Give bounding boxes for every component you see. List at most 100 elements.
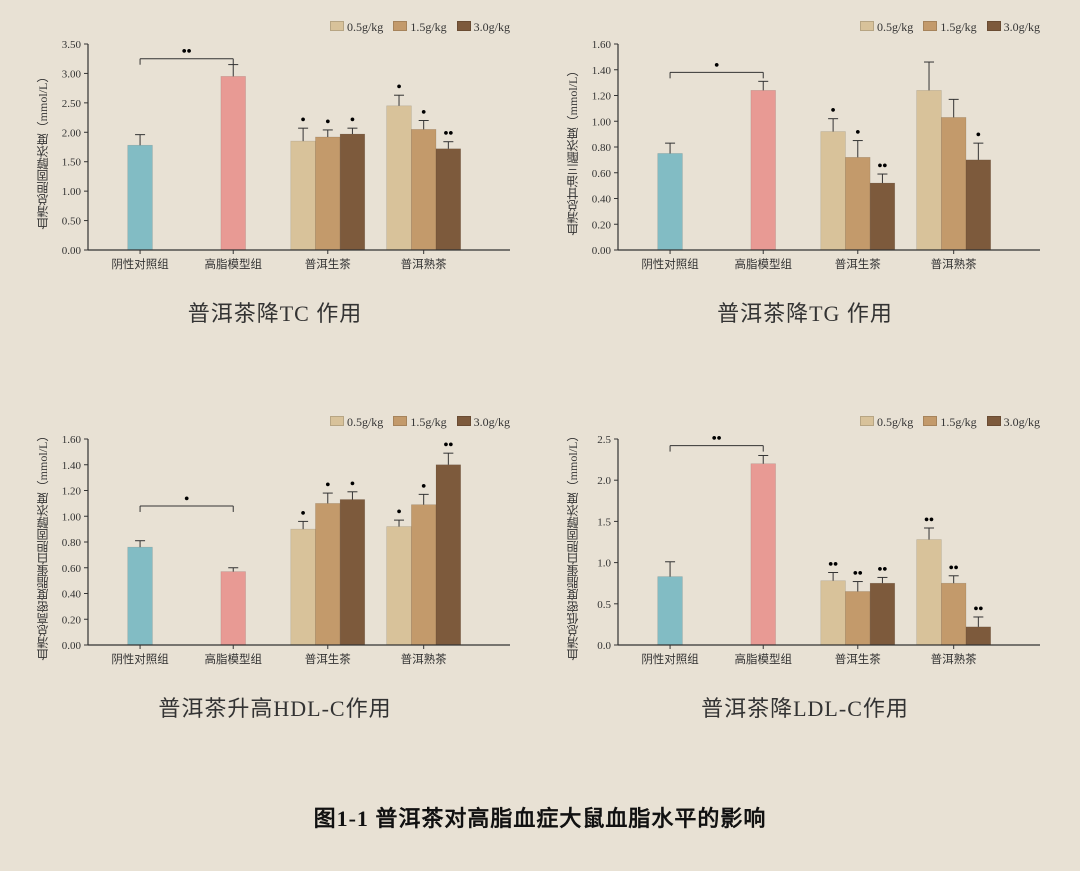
svg-text:3.50: 3.50 — [62, 39, 82, 51]
legend-swatch — [330, 21, 344, 31]
svg-text:阴性对照组: 阴性对照组 — [111, 652, 169, 666]
legend-label: 1.5g/kg — [410, 415, 446, 429]
svg-text:1.00: 1.00 — [62, 511, 82, 523]
y-axis-label: 血清总胆固醇浓度（mmol/L） — [34, 71, 51, 230]
legend-item: 1.5g/kg — [923, 20, 976, 35]
svg-text:0.40: 0.40 — [62, 589, 82, 601]
svg-text:1.0: 1.0 — [597, 558, 611, 570]
legend-item: 0.5g/kg — [860, 415, 913, 430]
y-axis-label: 血清总甘油三酯浓度（mmol/L） — [564, 65, 581, 236]
legend-label: 3.0g/kg — [1004, 415, 1040, 429]
svg-text:•: • — [714, 58, 719, 73]
svg-text:0.60: 0.60 — [62, 563, 82, 575]
svg-text:1.00: 1.00 — [592, 116, 612, 128]
svg-text:阴性对照组: 阴性对照组 — [641, 652, 699, 666]
svg-text:•: • — [421, 479, 426, 494]
chart-tc: 0.000.501.001.502.002.503.003.50•••••••阴… — [30, 20, 520, 280]
svg-text:•: • — [397, 80, 402, 95]
legend-label: 1.5g/kg — [940, 20, 976, 34]
svg-text:高脂模型组: 高脂模型组 — [204, 652, 262, 666]
legend-swatch — [923, 21, 937, 31]
svg-text:普洱熟茶: 普洱熟茶 — [401, 652, 447, 666]
svg-text:普洱生茶: 普洱生茶 — [305, 257, 351, 271]
dose-legend: 0.5g/kg 1.5g/kg 3.0g/kg — [330, 415, 510, 430]
svg-text:0.20: 0.20 — [62, 614, 82, 626]
legend-label: 0.5g/kg — [347, 415, 383, 429]
legend-label: 3.0g/kg — [474, 415, 510, 429]
svg-text:••: •• — [973, 602, 983, 617]
svg-text:1.40: 1.40 — [62, 460, 82, 472]
svg-text:2.50: 2.50 — [62, 98, 82, 110]
svg-text:普洱熟茶: 普洱熟茶 — [401, 257, 447, 271]
svg-text:0.5: 0.5 — [597, 599, 611, 611]
legend-item: 0.5g/kg — [860, 20, 913, 35]
legend-label: 0.5g/kg — [347, 20, 383, 34]
svg-text:2.00: 2.00 — [62, 127, 82, 139]
figure-caption: 图1-1 普洱茶对高脂血症大鼠血脂水平的影响 — [0, 801, 1080, 833]
svg-text:••: •• — [182, 45, 192, 60]
svg-text:普洱生茶: 普洱生茶 — [835, 652, 881, 666]
svg-text:•: • — [350, 477, 355, 492]
legend-swatch — [860, 21, 874, 31]
svg-text:1.20: 1.20 — [592, 91, 612, 103]
svg-text:0.50: 0.50 — [62, 216, 82, 228]
legend-swatch — [860, 416, 874, 426]
svg-text:高脂模型组: 高脂模型组 — [734, 257, 792, 271]
subtitle-hdl: 普洱茶升高HDL-C作用 — [158, 691, 391, 723]
legend-swatch — [457, 416, 471, 426]
panel-hdl: 0.000.200.400.600.801.001.201.401.60••••… — [30, 415, 520, 760]
svg-text:普洱生茶: 普洱生茶 — [835, 257, 881, 271]
legend-swatch — [393, 21, 407, 31]
y-axis-label: 血清总高密度脂蛋白胆固醇浓度（mmol/L） — [34, 430, 51, 661]
svg-text:普洱熟茶: 普洱熟茶 — [931, 257, 977, 271]
svg-text:0.0: 0.0 — [597, 640, 611, 652]
svg-text:•: • — [855, 126, 860, 141]
svg-text:1.20: 1.20 — [62, 486, 82, 498]
legend-item: 1.5g/kg — [393, 415, 446, 430]
chart-tg: 0.000.200.400.600.801.001.201.401.60••••… — [560, 20, 1050, 280]
svg-text:•: • — [397, 505, 402, 520]
svg-text:•: • — [184, 492, 189, 507]
svg-text:••: •• — [828, 557, 838, 572]
chart-grid: 0.000.501.001.502.002.503.003.50•••••••阴… — [0, 0, 1080, 760]
legend-label: 1.5g/kg — [940, 415, 976, 429]
svg-text:3.00: 3.00 — [62, 68, 82, 80]
svg-text:2.0: 2.0 — [597, 475, 611, 487]
svg-text:0.00: 0.00 — [62, 245, 82, 257]
legend-item: 0.5g/kg — [330, 20, 383, 35]
svg-text:阴性对照组: 阴性对照组 — [641, 257, 699, 271]
svg-text:•: • — [976, 128, 981, 143]
svg-text:•: • — [831, 104, 836, 119]
svg-text:••: •• — [443, 438, 453, 453]
svg-text:1.60: 1.60 — [62, 434, 82, 446]
legend-label: 1.5g/kg — [410, 20, 446, 34]
legend-label: 0.5g/kg — [877, 415, 913, 429]
subtitle-tg: 普洱茶降TG 作用 — [717, 296, 893, 328]
svg-text:••: •• — [712, 432, 722, 447]
svg-text:2.5: 2.5 — [597, 434, 611, 446]
subtitle-tc: 普洱茶降TC 作用 — [188, 296, 363, 328]
svg-text:0.20: 0.20 — [592, 219, 612, 231]
dose-legend: 0.5g/kg 1.5g/kg 3.0g/kg — [860, 20, 1040, 35]
legend-label: 3.0g/kg — [1004, 20, 1040, 34]
chart-ldl: 0.00.51.01.52.02.5••••••••••••阴性对照组高脂模型组… — [560, 415, 1050, 675]
legend-swatch — [457, 21, 471, 31]
legend-item: 3.0g/kg — [457, 415, 510, 430]
svg-text:0.00: 0.00 — [592, 245, 612, 257]
svg-text:1.00: 1.00 — [62, 186, 82, 198]
svg-text:0.00: 0.00 — [62, 640, 82, 652]
legend-item: 1.5g/kg — [923, 415, 976, 430]
legend-label: 3.0g/kg — [474, 20, 510, 34]
legend-label: 0.5g/kg — [877, 20, 913, 34]
svg-text:高脂模型组: 高脂模型组 — [204, 257, 262, 271]
svg-text:••: •• — [878, 562, 888, 577]
legend-swatch — [987, 416, 1001, 426]
legend-item: 3.0g/kg — [457, 20, 510, 35]
panel-tg: 0.000.200.400.600.801.001.201.401.60••••… — [560, 20, 1050, 365]
svg-text:0.40: 0.40 — [592, 194, 612, 206]
svg-text:普洱生茶: 普洱生茶 — [305, 652, 351, 666]
svg-text:•: • — [325, 478, 330, 493]
panel-tc: 0.000.501.001.502.002.503.003.50•••••••阴… — [30, 20, 520, 365]
legend-item: 1.5g/kg — [393, 20, 446, 35]
svg-text:••: •• — [443, 127, 453, 142]
